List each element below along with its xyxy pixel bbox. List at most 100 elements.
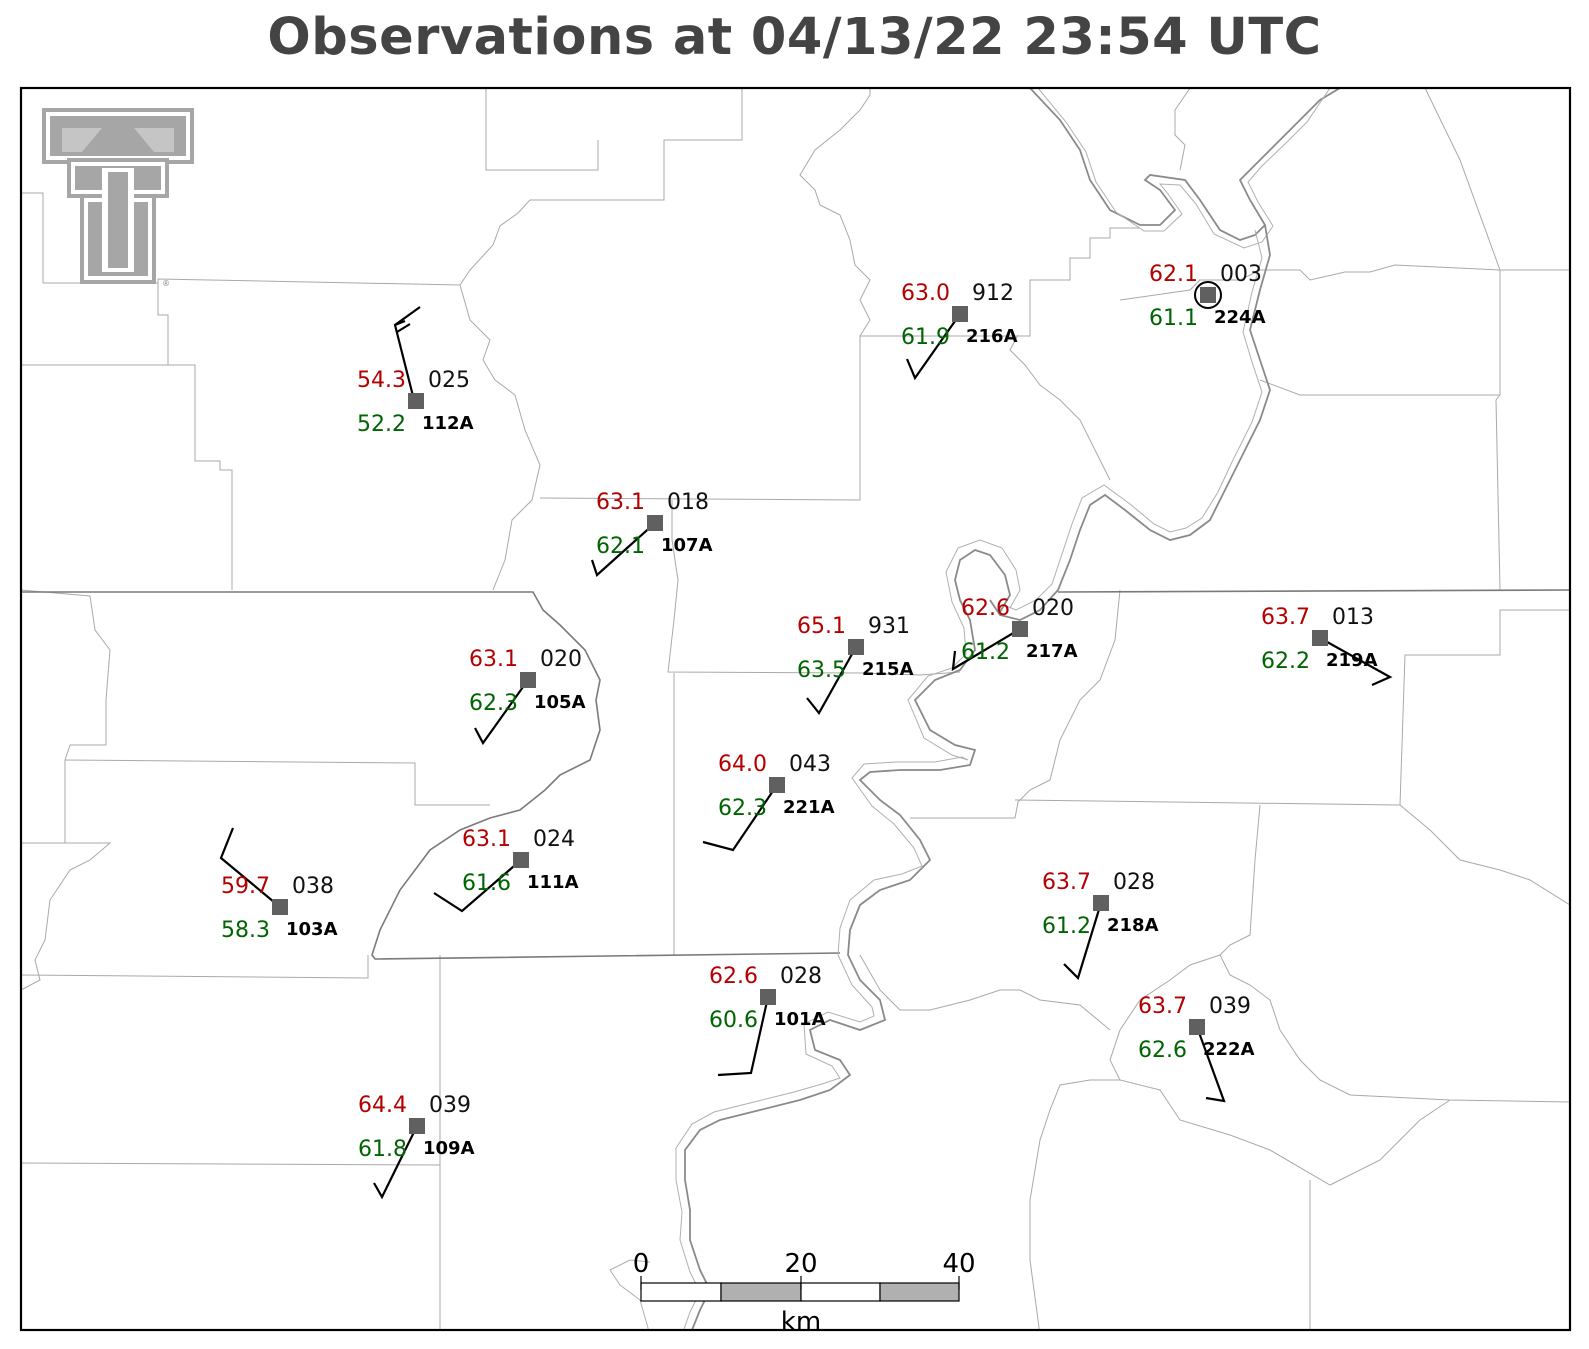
station-222A: 63.7 62.6 039 222A: [1138, 994, 1255, 1063]
station-101A: 62.6 60.6 028 101A: [709, 964, 826, 1033]
wind-barb-218A: [1063, 902, 1103, 981]
map-frame: [19, 86, 1572, 1332]
wind-barb-111A: [433, 859, 522, 913]
station-dewpoint: 61.6: [462, 871, 511, 896]
station-temperature: 54.3: [357, 368, 406, 393]
station-pressure: 039: [1209, 994, 1251, 1019]
station-dewpoint: 61.9: [901, 325, 950, 350]
station-pressure: 912: [972, 281, 1014, 306]
station-temperature: 62.6: [961, 596, 1010, 621]
station-dewpoint: 61.1: [1149, 306, 1198, 331]
station-marker: [952, 306, 968, 322]
station-id: 107A: [661, 535, 713, 556]
station-dewpoint: 61.8: [358, 1137, 407, 1162]
station-marker: [1012, 621, 1028, 637]
station-dewpoint: 58.3: [221, 918, 270, 943]
station-temperature: 63.7: [1261, 605, 1310, 630]
station-id: 112A: [422, 413, 474, 434]
map-basemap: [21, 88, 1570, 1330]
station-marker: [769, 777, 785, 793]
station-marker: [272, 899, 288, 915]
scale-bar: 0 20 40 km: [633, 1249, 976, 1337]
scale-unit: km: [781, 1307, 821, 1337]
station-temperature: 64.0: [718, 752, 767, 777]
station-id: 219A: [1326, 650, 1378, 671]
scale-label-0: 0: [633, 1249, 650, 1279]
station-id: 215A: [862, 659, 914, 680]
station-224A: 62.1 61.1 003 224A: [1149, 262, 1266, 331]
texas-tech-logo: ®: [42, 108, 194, 288]
station-dewpoint: 61.2: [1042, 914, 1091, 939]
rivers: [609, 88, 1341, 1330]
station-id: 111A: [527, 872, 579, 893]
wind-barb-219A: [1319, 637, 1393, 687]
station-103A: 59.7 58.3 038 103A: [221, 874, 338, 943]
station-temperature: 63.7: [1138, 994, 1187, 1019]
station-id: 103A: [286, 919, 338, 940]
scale-label-40: 40: [942, 1249, 975, 1279]
station-marker: [1189, 1019, 1205, 1035]
station-marker: [848, 639, 864, 655]
station-221A: 64.0 62.3 043 221A: [718, 752, 835, 821]
station-temperature: 63.0: [901, 281, 950, 306]
station-temperature: 63.1: [596, 490, 645, 515]
station-pressure: 038: [292, 874, 334, 899]
station-pressure: 020: [540, 647, 582, 672]
svg-text:®: ®: [162, 279, 170, 288]
station-id: 101A: [774, 1009, 826, 1030]
station-109A: 64.4 61.8 039 109A: [358, 1093, 475, 1162]
station-marker: [409, 1118, 425, 1134]
station-218A: 63.7 61.2 028 218A: [1042, 870, 1159, 939]
station-temperature: 65.1: [797, 614, 846, 639]
station-marker: [1312, 630, 1328, 646]
wind-barb-105A: [474, 679, 529, 746]
station-dewpoint: 62.1: [596, 534, 645, 559]
station-dewpoint: 62.2: [1261, 649, 1310, 674]
wind-barbs: [219, 306, 1393, 1200]
station-105A: 63.1 62.3 020 105A: [469, 647, 586, 716]
station-id: 109A: [423, 1138, 475, 1159]
station-pressure: 024: [533, 827, 575, 852]
station-temperature: 59.7: [221, 874, 270, 899]
scale-label-20: 20: [784, 1249, 817, 1279]
station-217A: 62.6 61.2 020 217A: [961, 596, 1078, 665]
station-107A: 63.1 62.1 018 107A: [596, 490, 713, 559]
station-dewpoint: 52.2: [357, 412, 406, 437]
station-pressure: 028: [780, 964, 822, 989]
station-id: 224A: [1214, 307, 1266, 328]
station-id: 221A: [783, 797, 835, 818]
station-id: 217A: [1026, 641, 1078, 662]
station-dewpoint: 60.6: [709, 1008, 758, 1033]
station-id: 222A: [1203, 1039, 1255, 1060]
station-pressure: 025: [428, 368, 470, 393]
station-219A: 63.7 62.2 013 219A: [1261, 605, 1378, 674]
station-marker: [1200, 287, 1216, 303]
calm-wind-circle-224A: [1194, 281, 1222, 309]
station-marker: [513, 852, 529, 868]
station-temperature: 63.1: [462, 827, 511, 852]
station-id: 216A: [966, 326, 1018, 347]
wind-barb-222A: [1195, 1026, 1226, 1103]
station-dewpoint: 62.3: [718, 796, 767, 821]
county-boundaries: [21, 88, 1570, 1330]
station-112A: 54.3 52.2 025 112A: [357, 368, 474, 437]
wind-barb-107A: [590, 522, 656, 577]
wind-barb-217A: [951, 628, 1021, 672]
station-pressure: 013: [1332, 605, 1374, 630]
wind-barb-109A: [373, 1125, 418, 1200]
wind-barb-221A: [702, 784, 778, 852]
station-marker: [1093, 895, 1109, 911]
station-pressure: 020: [1032, 596, 1074, 621]
station-temperature: 63.1: [469, 647, 518, 672]
station-id: 218A: [1107, 915, 1159, 936]
wind-barb-215A: [806, 646, 857, 715]
station-dewpoint: 61.2: [961, 640, 1010, 665]
wind-barb-216A: [905, 313, 961, 381]
station-marker: [647, 515, 663, 531]
state-boundary: [21, 589, 1570, 960]
station-models: 54.3 52.2 025 112A 63.1 62.1 018 107A 63.0 61.9 91…: [221, 262, 1378, 1162]
station-pressure: 018: [667, 490, 709, 515]
station-marker: [520, 672, 536, 688]
station-pressure: 931: [868, 614, 910, 639]
